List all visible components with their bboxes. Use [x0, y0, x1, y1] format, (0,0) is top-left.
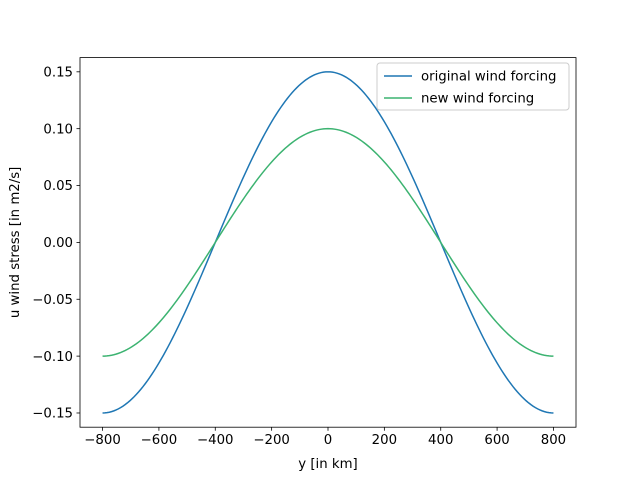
x-tick-label: −200 [253, 433, 290, 448]
x-tick-label: −800 [84, 433, 121, 448]
y-tick-label: −0.15 [32, 407, 73, 422]
x-axis-label: y [in km] [298, 457, 357, 472]
y-tick-label: 0.10 [43, 122, 73, 137]
y-tick-label: −0.05 [32, 293, 73, 308]
x-tick-label: 0 [324, 433, 332, 448]
y-axis-label: u wind stress [in m2/s] [8, 167, 23, 318]
x-tick-label: 600 [484, 433, 509, 448]
x-tick-label: −400 [197, 433, 234, 448]
legend-frame [376, 62, 570, 111]
legend: original wind forcing new wind forcing [376, 62, 570, 111]
y-tick-label: 0.15 [43, 66, 73, 81]
x-tick-label: 200 [372, 433, 397, 448]
series-line-1 [102, 127, 554, 357]
x-tick-label: −600 [141, 433, 178, 448]
y-axis-ticks: −0.15 −0.10 −0.05 0.00 0.05 0.10 0.15 [32, 66, 80, 422]
x-tick-label: 400 [428, 433, 453, 448]
y-tick-label: 0.00 [43, 236, 73, 251]
x-axis-ticks: −800 −600 −400 −200 0 200 400 600 800 [84, 427, 566, 448]
series-line-0 [102, 71, 554, 414]
x-tick-label: 800 [541, 433, 566, 448]
legend-label-original: original wind forcing [421, 70, 556, 85]
y-tick-label: −0.10 [32, 350, 73, 365]
y-tick-label: 0.05 [43, 179, 73, 194]
series-layer [102, 71, 554, 414]
legend-label-new: new wind forcing [421, 92, 534, 107]
